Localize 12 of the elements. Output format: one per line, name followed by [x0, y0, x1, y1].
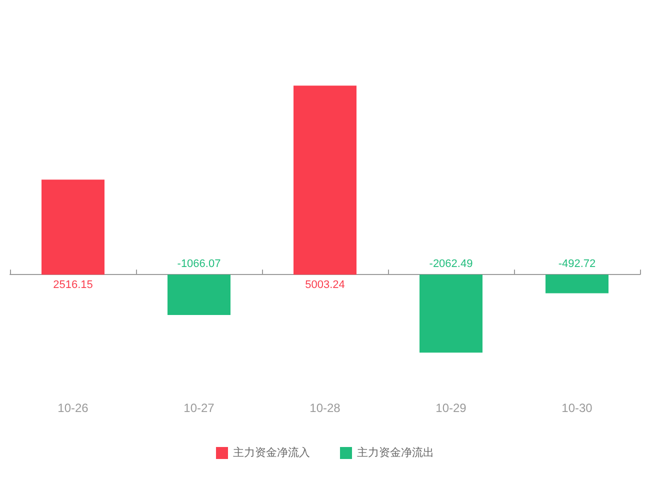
data-label: -492.72 — [558, 258, 596, 270]
x-tick-label: 10-27 — [184, 401, 215, 415]
data-label: -2062.49 — [429, 258, 473, 270]
x-tick-label: 10-30 — [562, 401, 593, 415]
legend-label: 主力资金净流出 — [357, 446, 434, 459]
data-label: 5003.24 — [305, 279, 345, 292]
x-tick-label: 10-29 — [436, 401, 467, 415]
x-tick-label: 10-26 — [58, 401, 89, 415]
legend-label: 主力资金净流入 — [233, 446, 310, 459]
x-tick-label: 10-28 — [310, 401, 341, 415]
data-label: -1066.07 — [177, 258, 221, 270]
data-label: 2516.15 — [53, 279, 93, 292]
